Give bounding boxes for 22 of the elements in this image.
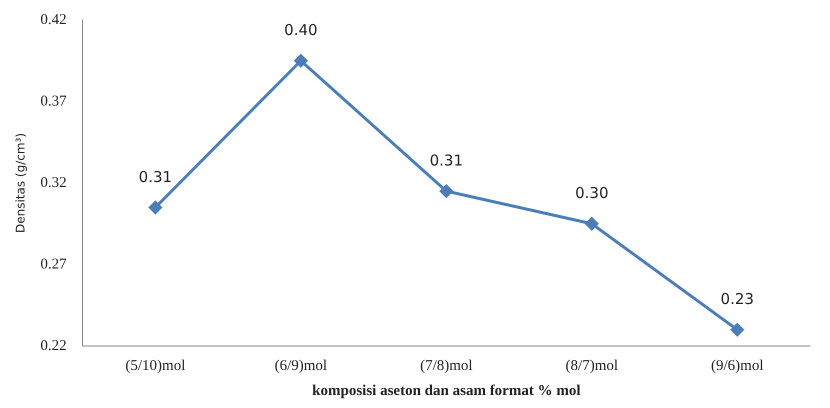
data-label: 0.30 bbox=[575, 184, 608, 202]
x-tick-label: (9/6)mol bbox=[711, 358, 764, 374]
data-label: 0.40 bbox=[284, 21, 318, 40]
x-tick-label: (8/7)mol bbox=[566, 358, 618, 374]
x-tick-label: (6/9)mol bbox=[274, 358, 328, 374]
data-label: 0.23 bbox=[720, 290, 754, 308]
data-label: 0.31 bbox=[430, 152, 464, 170]
point bbox=[294, 54, 308, 68]
y-tick-label: 0.32 bbox=[40, 174, 67, 191]
y-tick-label: 0.27 bbox=[40, 256, 68, 272]
y-tick-label: 0.37 bbox=[40, 93, 68, 110]
point bbox=[148, 200, 162, 214]
x-axis-title: komposisi aseton dan asam format % mol bbox=[312, 382, 581, 399]
point bbox=[585, 217, 598, 230]
point bbox=[440, 184, 453, 198]
y-axis-title: Densitas (g/cm³) bbox=[13, 132, 28, 234]
point bbox=[730, 323, 744, 336]
x-tick-label: (7/8)mol bbox=[420, 358, 473, 374]
x-tick-label: (5/10)mol bbox=[125, 358, 186, 374]
y-tick-label: 0.42 bbox=[40, 12, 67, 28]
y-tick-label: 0.22 bbox=[40, 338, 67, 354]
data-label: 0.31 bbox=[138, 168, 172, 186]
